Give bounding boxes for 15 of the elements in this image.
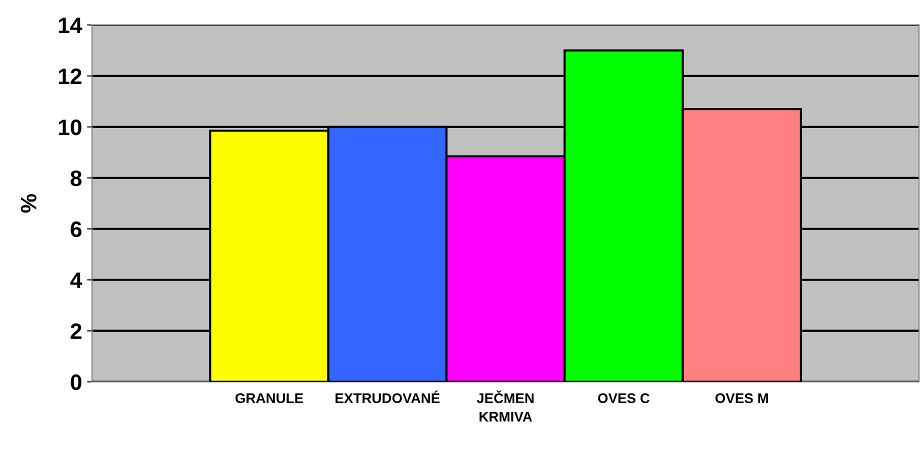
y-tick-label: 2 bbox=[70, 323, 82, 339]
y-tick-label: 6 bbox=[70, 221, 82, 238]
x-tick-label: OVES C bbox=[598, 393, 650, 404]
x-axis-title: KRMIVA bbox=[480, 412, 532, 422]
y-tick-label: 0 bbox=[70, 374, 82, 390]
x-tick-label: EXTRUDOVANÉ bbox=[336, 390, 440, 404]
x-tick-label: GRANULE bbox=[235, 393, 304, 404]
y-tick-label: 10 bbox=[58, 119, 82, 136]
x-tick-label: JEČMEN bbox=[476, 390, 534, 404]
y-tick-label: 14 bbox=[58, 18, 82, 34]
y-tick-label: 4 bbox=[70, 272, 82, 288]
x-tick-label: OVES M bbox=[715, 393, 768, 404]
y-tick-label: 12 bbox=[58, 68, 82, 84]
y-tick-label: 8 bbox=[70, 170, 82, 186]
y-axis-title: % bbox=[20, 194, 36, 213]
